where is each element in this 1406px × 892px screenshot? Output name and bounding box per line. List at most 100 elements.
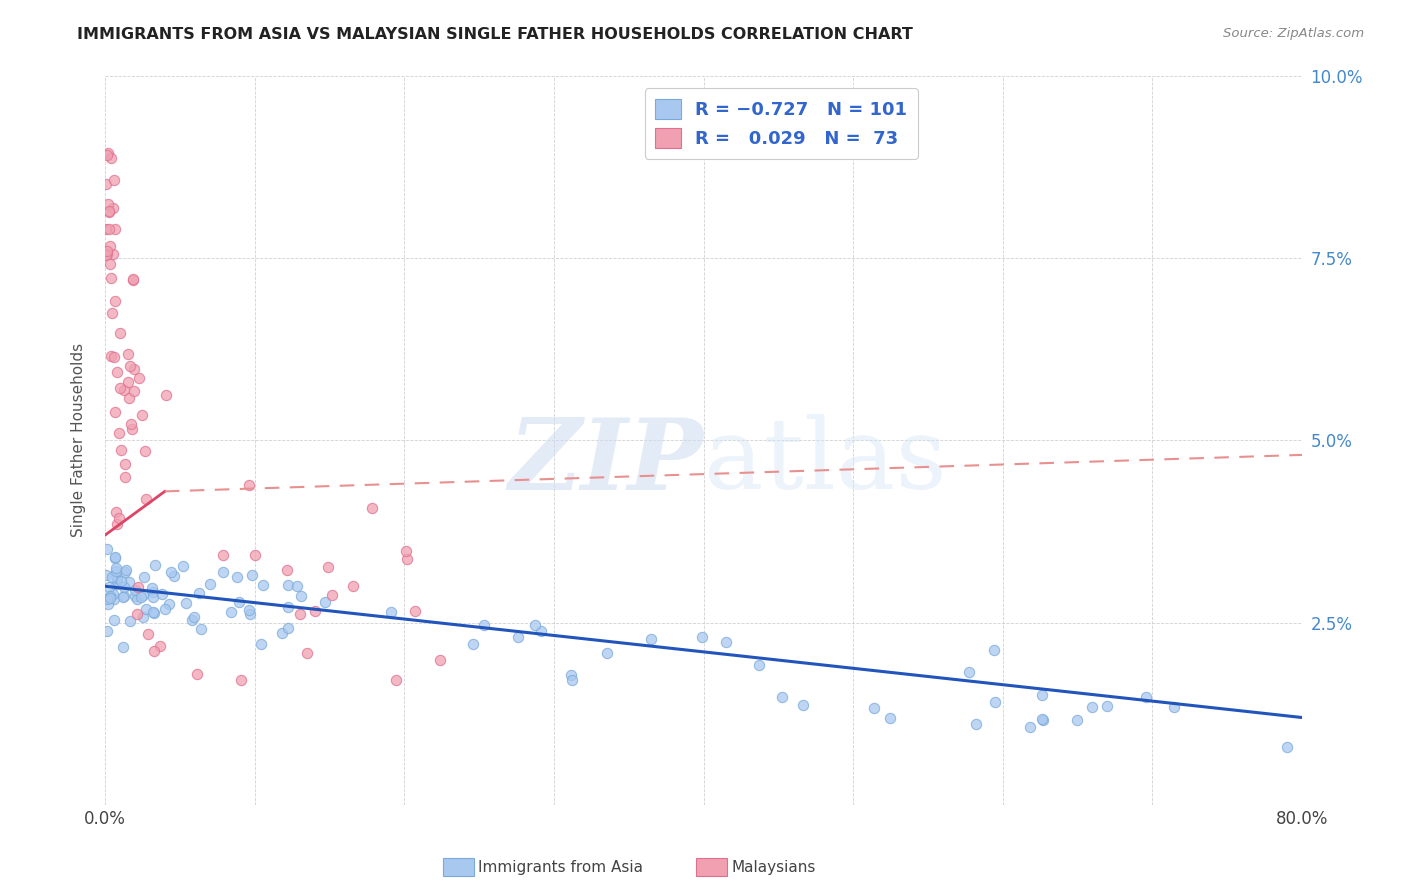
Point <box>1275 739 1298 754</box>
Point <box>117 346 139 360</box>
Point <box>190 622 212 636</box>
Point <box>163 568 186 582</box>
Point <box>200 577 222 591</box>
Point <box>243 548 266 562</box>
Point <box>429 653 451 667</box>
Point <box>142 591 165 605</box>
Point <box>304 604 326 618</box>
Point <box>98 222 121 236</box>
Point <box>690 630 713 644</box>
Point <box>270 626 292 640</box>
Point <box>150 587 173 601</box>
Point <box>97 205 120 219</box>
Point <box>100 349 122 363</box>
Point <box>97 196 120 211</box>
Point <box>276 563 298 577</box>
Point <box>1031 712 1053 726</box>
Point <box>100 152 122 166</box>
Point <box>96 148 118 162</box>
Point <box>100 270 122 285</box>
Point <box>219 605 242 619</box>
Point <box>98 591 121 605</box>
Point <box>463 637 485 651</box>
Point <box>1032 713 1054 727</box>
Point <box>97 580 120 594</box>
Point <box>186 666 208 681</box>
Point <box>297 646 319 660</box>
Point <box>98 257 121 271</box>
Point <box>120 417 142 431</box>
Point <box>1081 700 1104 714</box>
Point <box>1097 699 1119 714</box>
Point <box>100 305 122 319</box>
Point <box>112 383 135 397</box>
Point <box>104 564 127 578</box>
Point <box>862 701 884 715</box>
Point <box>105 571 128 585</box>
Point <box>277 621 299 635</box>
Point <box>108 381 131 395</box>
Point <box>879 711 901 725</box>
Point <box>277 578 299 592</box>
Point <box>187 586 209 600</box>
Point <box>112 640 135 654</box>
Point <box>285 579 308 593</box>
Point <box>134 443 156 458</box>
Point <box>121 422 143 436</box>
Point <box>238 603 260 617</box>
Point <box>105 505 128 519</box>
Point <box>98 239 121 253</box>
Point <box>316 560 339 574</box>
Point <box>1031 688 1053 702</box>
Point <box>96 624 118 638</box>
Point <box>174 596 197 610</box>
Point <box>96 248 118 262</box>
Point <box>212 548 235 562</box>
Point <box>596 646 619 660</box>
Point <box>212 565 235 579</box>
Point <box>226 570 249 584</box>
Point <box>183 610 205 624</box>
Point <box>128 371 150 385</box>
Point <box>508 630 530 644</box>
Point <box>142 605 165 619</box>
Point <box>314 595 336 609</box>
Point <box>523 618 546 632</box>
Point <box>277 600 299 615</box>
Point <box>114 565 136 579</box>
Point <box>96 222 118 236</box>
Point <box>96 542 118 557</box>
Point <box>155 388 177 402</box>
Point <box>965 717 987 731</box>
Text: Source: ZipAtlas.com: Source: ZipAtlas.com <box>1223 27 1364 40</box>
Point <box>149 639 172 653</box>
Point <box>103 613 125 627</box>
Point <box>385 673 408 688</box>
Point <box>155 601 177 615</box>
Point <box>111 590 134 604</box>
Point <box>112 580 135 594</box>
Legend: R = −0.727   N = 101, R =   0.029   N =  73: R = −0.727 N = 101, R = 0.029 N = 73 <box>644 88 918 159</box>
Text: Immigrants from Asia: Immigrants from Asia <box>478 860 643 874</box>
Point <box>239 607 262 621</box>
Point <box>380 606 402 620</box>
Text: atlas: atlas <box>703 414 946 510</box>
Point <box>132 588 155 602</box>
Point <box>118 574 141 589</box>
Point <box>395 551 418 566</box>
Point <box>107 516 129 531</box>
Point <box>124 589 146 603</box>
Point <box>472 618 495 632</box>
Point <box>118 614 141 628</box>
Point <box>117 375 139 389</box>
Point <box>135 491 157 506</box>
Point <box>136 627 159 641</box>
Point <box>114 470 136 484</box>
Point <box>107 574 129 588</box>
Point <box>983 695 1005 709</box>
Point <box>141 581 163 595</box>
Point <box>180 613 202 627</box>
Point <box>530 624 553 639</box>
Point <box>101 587 124 601</box>
Point <box>110 442 132 457</box>
